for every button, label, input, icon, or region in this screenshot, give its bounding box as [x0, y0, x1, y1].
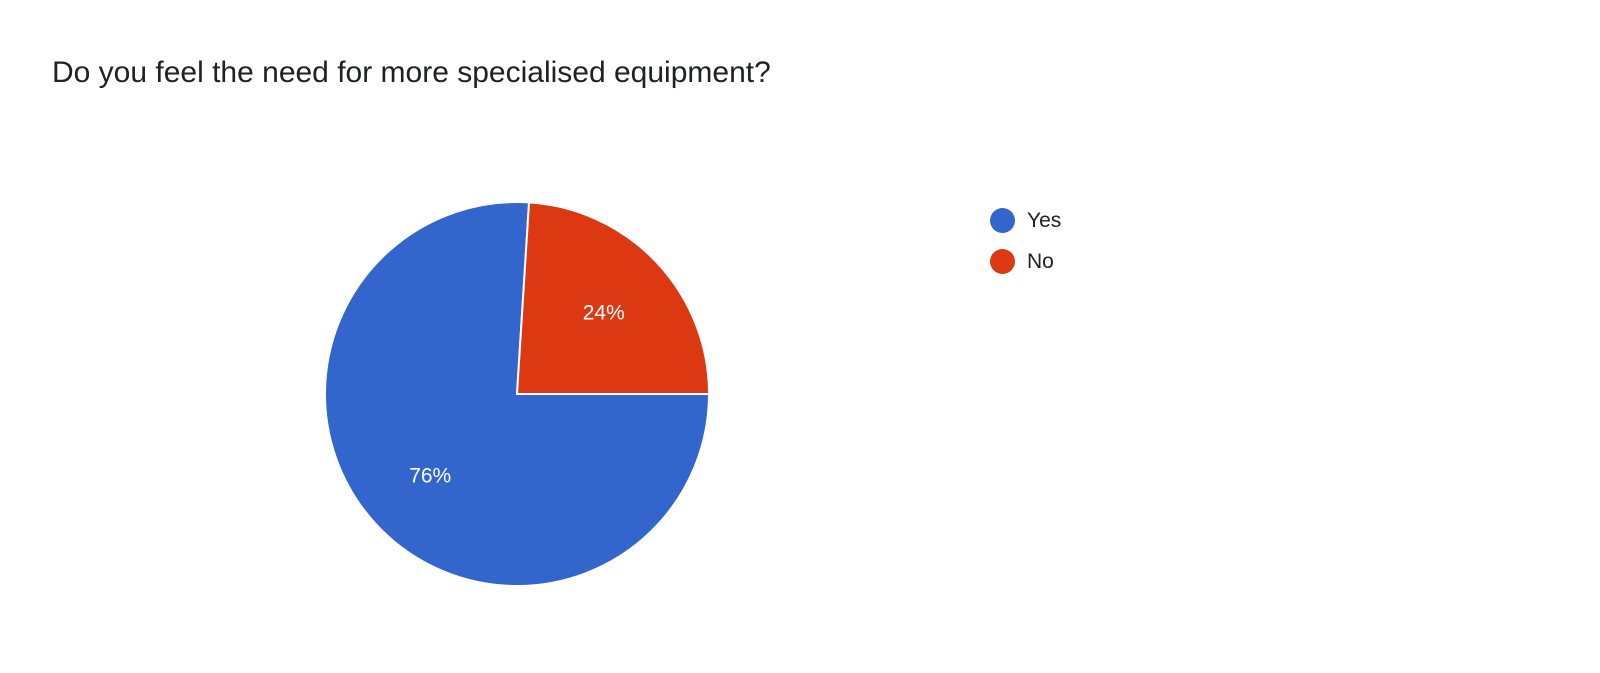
legend-label: No: [1027, 249, 1054, 273]
legend-item-no[interactable]: No: [990, 241, 1061, 282]
pie-slice-yes[interactable]: [324, 201, 711, 587]
slice-label: 76%: [409, 464, 451, 487]
slice-label: 24%: [583, 302, 625, 325]
legend-label: Yes: [1027, 208, 1062, 232]
legend-item-yes[interactable]: Yes: [990, 200, 1061, 241]
legend-marker: [990, 249, 1015, 274]
legend: Yes No: [990, 200, 1061, 282]
pie-slice-no[interactable]: [515, 201, 711, 395]
legend-marker: [990, 208, 1015, 233]
chart-title: Do you feel the need for more specialise…: [52, 56, 771, 89]
